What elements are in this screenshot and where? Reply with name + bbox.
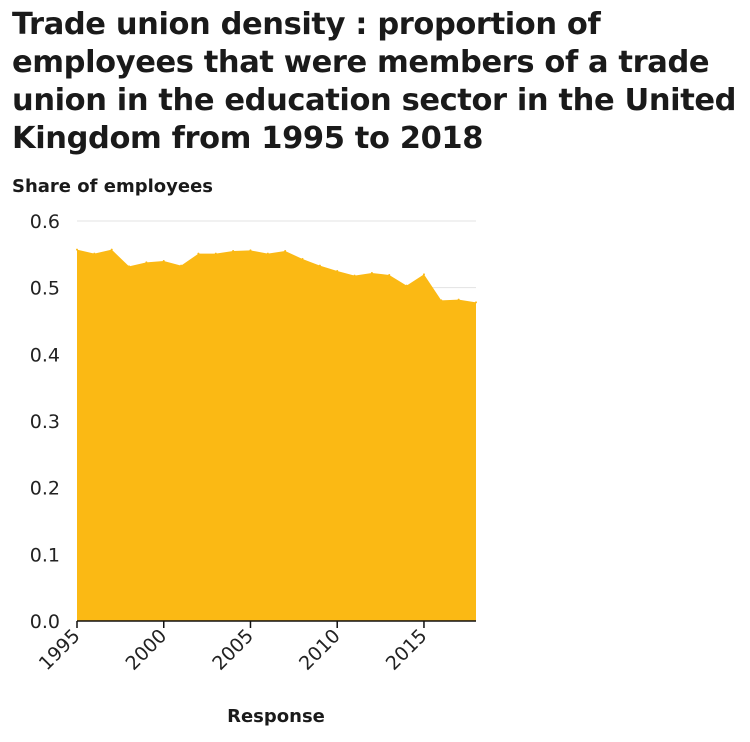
data-point	[405, 284, 408, 287]
x-axis-label: Response	[227, 706, 325, 727]
data-point	[318, 264, 321, 267]
y-tick-label: 0.5	[30, 278, 60, 300]
data-point	[197, 252, 200, 255]
data-point	[475, 301, 477, 304]
y-tick-label: 0.6	[30, 211, 60, 233]
y-tick-label: 0.0	[30, 611, 60, 633]
x-tick-label: 2010	[295, 625, 345, 675]
x-tick-label: 2015	[382, 625, 432, 675]
data-point	[284, 250, 287, 252]
data-point	[162, 260, 165, 262]
data-point	[214, 252, 217, 255]
y-axis-label: Share of employees	[12, 176, 213, 197]
y-tick-label: 0.4	[30, 344, 60, 366]
y-tick-label: 0.1	[30, 544, 60, 566]
y-tick-label: 0.2	[30, 478, 60, 500]
data-point	[128, 265, 131, 268]
data-point	[180, 264, 183, 267]
data-point	[145, 261, 148, 264]
data-area	[77, 249, 476, 622]
data-point	[457, 298, 460, 301]
data-point	[336, 270, 339, 272]
data-point	[422, 273, 425, 276]
data-point	[110, 248, 113, 251]
data-point	[301, 258, 304, 260]
data-point	[249, 249, 252, 252]
x-tick-label: 2000	[122, 625, 172, 675]
data-point	[266, 252, 269, 255]
data-point	[388, 274, 391, 276]
data-point	[93, 252, 96, 255]
x-tick-label: 2005	[208, 625, 258, 675]
data-point	[353, 274, 356, 277]
data-point	[76, 248, 78, 251]
data-point	[232, 250, 235, 252]
data-point	[440, 299, 443, 302]
chart-title: Trade union density : proportion of empl…	[12, 7, 737, 156]
y-tick-label: 0.3	[30, 411, 60, 433]
data-point	[370, 272, 373, 274]
